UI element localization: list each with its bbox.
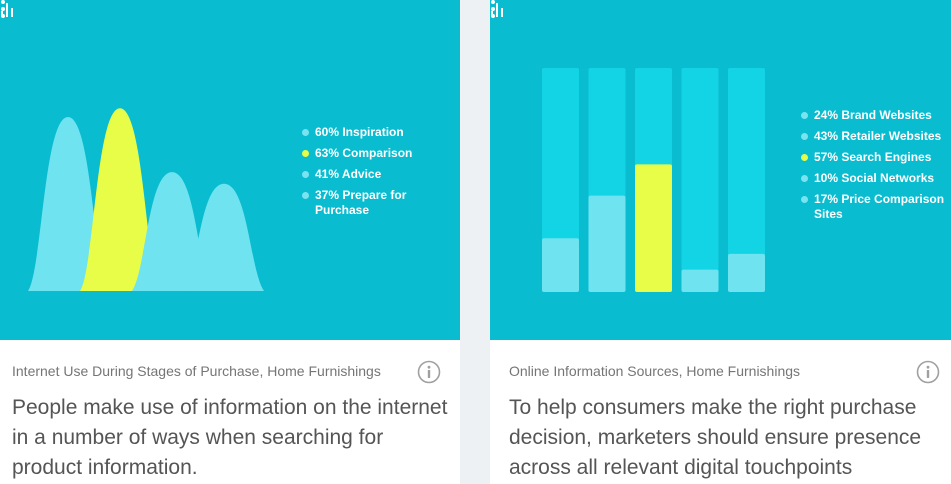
legend-dot bbox=[302, 150, 309, 157]
peak-prepare-for-purchase bbox=[184, 183, 264, 291]
legend-label: 17% Price Comparison Sites bbox=[814, 192, 945, 221]
legend-item: 41% Advice bbox=[302, 167, 452, 182]
bar-retailer-websites bbox=[588, 195, 626, 292]
bar-social-networks bbox=[681, 269, 719, 292]
legend-dot bbox=[801, 112, 808, 119]
peak-comparison bbox=[80, 108, 160, 291]
legend-dot bbox=[801, 133, 808, 140]
legend-label: 41% Advice bbox=[315, 167, 382, 181]
legend-label: 43% Retailer Websites bbox=[814, 129, 942, 143]
chart-subtitle: Online Information Sources, Home Furnish… bbox=[509, 363, 801, 379]
info-icon[interactable] bbox=[417, 360, 441, 384]
info-icon[interactable] bbox=[916, 360, 940, 384]
legend-label: 24% Brand Websites bbox=[814, 108, 932, 122]
legend-item: 10% Social Networks bbox=[801, 171, 951, 186]
legend-dot bbox=[302, 192, 309, 199]
legend-label: 10% Social Networks bbox=[814, 171, 935, 185]
peak-inspiration bbox=[28, 117, 108, 291]
legend-item: 24% Brand Websites bbox=[801, 108, 951, 123]
legend-label: 60% Inspiration bbox=[315, 125, 404, 139]
bar-search-engines bbox=[635, 164, 672, 292]
legend-item: 63% Comparison bbox=[302, 146, 452, 161]
chart-card-information-sources: 24% Brand Websites 43% Retailer Websites… bbox=[490, 0, 951, 484]
chart-legend: 24% Brand Websites 43% Retailer Websites… bbox=[801, 108, 951, 228]
card-headline: People make use of information on the in… bbox=[12, 396, 448, 479]
chart-legend: 60% Inspiration 63% Comparison 41% Advic… bbox=[302, 125, 452, 224]
chart-card-purchase-stages: 60% Inspiration 63% Comparison 41% Advic… bbox=[0, 0, 460, 484]
card-headline: To help consumers make the right purchas… bbox=[509, 396, 922, 479]
bar-chart bbox=[542, 68, 765, 292]
legend-dot bbox=[801, 196, 808, 203]
legend-item: 60% Inspiration bbox=[302, 125, 452, 140]
legend-item: 37% Prepare for Purchase bbox=[302, 188, 452, 218]
peak-advice bbox=[132, 172, 212, 291]
bar-track bbox=[681, 68, 719, 292]
bar-brand-websites bbox=[542, 238, 579, 292]
chart-subtitle: Internet Use During Stages of Purchase, … bbox=[12, 363, 381, 379]
legend-item: 43% Retailer Websites bbox=[801, 129, 951, 144]
legend-dot bbox=[302, 171, 309, 178]
legend-item: 17% Price Comparison Sites bbox=[801, 192, 951, 222]
more-vert-icon[interactable] bbox=[490, 0, 496, 18]
chart-panel: 60% Inspiration 63% Comparison 41% Advic… bbox=[0, 0, 460, 340]
legend-dot bbox=[801, 175, 808, 182]
bar-chart-icon bbox=[491, 3, 503, 17]
peaks-chart bbox=[28, 108, 264, 291]
bar-chart-icon bbox=[1, 3, 13, 17]
bar-track bbox=[728, 68, 765, 292]
bar-price-comparison-sites bbox=[728, 253, 765, 292]
legend-label: 37% Prepare for Purchase bbox=[315, 188, 407, 217]
legend-label: 63% Comparison bbox=[315, 146, 413, 160]
legend-dot bbox=[801, 154, 808, 161]
legend-label: 57% Search Engines bbox=[814, 150, 932, 164]
legend-item: 57% Search Engines bbox=[801, 150, 951, 165]
chart-panel: 24% Brand Websites 43% Retailer Websites… bbox=[490, 0, 951, 340]
more-vert-icon[interactable] bbox=[0, 0, 6, 18]
bar-track bbox=[542, 68, 579, 292]
legend-dot bbox=[302, 129, 309, 136]
